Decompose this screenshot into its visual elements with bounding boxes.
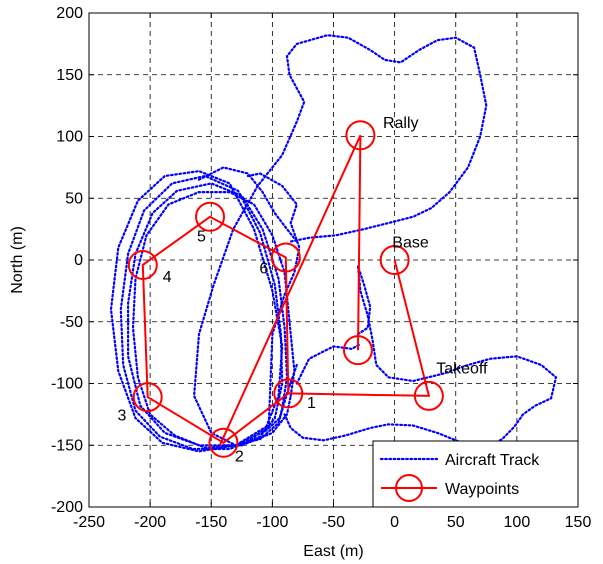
waypoint-label: 4 xyxy=(163,269,172,286)
x-tick-label: 50 xyxy=(447,514,465,531)
aircraft-track-path xyxy=(283,265,558,449)
aircraft-track-path xyxy=(295,342,362,385)
x-tick-label: -100 xyxy=(256,514,288,531)
ticks: -250 -200 -150 -100 -50 0 50 100 150-200-150-100… xyxy=(51,5,591,531)
y-tick-label: 0 xyxy=(74,252,83,269)
x-tick-label: 150 xyxy=(565,514,592,531)
annotations: 1 2 3 4 5 6 Rally Base Takeoff xyxy=(118,115,489,465)
aircraft-track-path xyxy=(119,174,284,451)
y-tick-label: 200 xyxy=(56,5,83,22)
x-tick-label: -250 xyxy=(73,514,105,531)
y-tick-label: -150 xyxy=(51,437,83,454)
y-tick-label: 150 xyxy=(56,67,83,84)
legend-label-waypoints: Waypoints xyxy=(445,481,519,498)
x-tick-label: -50 xyxy=(322,514,345,531)
waypoint-marker xyxy=(208,427,239,458)
x-tick-label: 0 xyxy=(390,514,399,531)
y-axis-label: North (m) xyxy=(9,226,26,294)
waypoint-path xyxy=(218,134,362,446)
waypoint-path xyxy=(141,215,290,445)
waypoint-marker xyxy=(195,201,226,232)
waypoint-label: Base xyxy=(392,235,429,252)
waypoint-marker xyxy=(132,382,163,413)
waypoint-marker xyxy=(413,380,444,411)
waypoint-marker xyxy=(345,120,376,151)
waypoint-label: 2 xyxy=(235,448,244,465)
aircraft-track-path xyxy=(109,169,284,453)
y-tick-label: -200 xyxy=(51,499,83,516)
waypoint-marker xyxy=(273,378,304,409)
aircraft-track-path xyxy=(197,166,298,243)
y-tick-label: -100 xyxy=(51,376,83,393)
legend-label-aircraft-track: Aircraft Track xyxy=(445,452,540,469)
waypoint-label: Takeoff xyxy=(436,361,488,378)
waypoint-path xyxy=(288,259,431,397)
waypoint-marker xyxy=(270,242,301,273)
legend-marker-waypoints xyxy=(395,474,423,502)
aircraft-track-path xyxy=(222,172,301,447)
waypoint-label: Rally xyxy=(383,115,419,132)
x-tick-label: 100 xyxy=(504,514,531,531)
legend-box xyxy=(372,440,579,508)
waypoint-label: 6 xyxy=(259,261,268,278)
waypoint-marker xyxy=(342,335,373,366)
legend: Aircraft Track Waypoints xyxy=(372,440,579,508)
waypoint-label: 5 xyxy=(197,228,206,245)
waypoint-label: 3 xyxy=(118,408,127,425)
aircraft-track-path xyxy=(192,34,488,447)
waypoint-marker xyxy=(127,249,158,280)
x-axis-label: East (m) xyxy=(303,543,363,560)
y-tick-label: 100 xyxy=(56,129,83,146)
waypoint-label: 1 xyxy=(307,395,316,412)
x-tick-label: -200 xyxy=(134,514,166,531)
y-tick-label: -50 xyxy=(60,314,83,331)
x-tick-label: -150 xyxy=(195,514,227,531)
y-tick-label: 50 xyxy=(65,190,83,207)
waypoint-layer xyxy=(127,120,444,458)
grid xyxy=(89,13,578,507)
waypoint-marker xyxy=(379,245,410,275)
aircraft-track-layer xyxy=(109,34,558,453)
